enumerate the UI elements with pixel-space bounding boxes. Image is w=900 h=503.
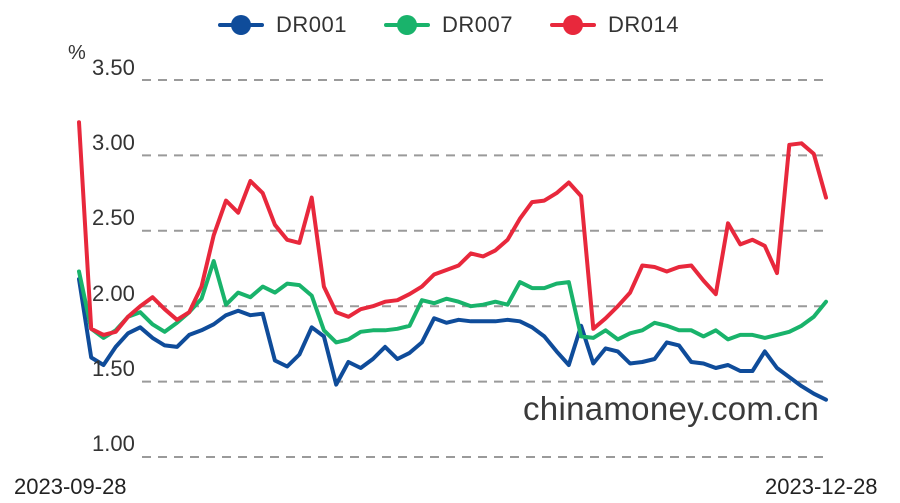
x-end-label: 2023-12-28 <box>765 474 878 499</box>
legend-item-dr001[interactable]: DR001 <box>218 8 347 42</box>
legend-item-dr014[interactable]: DR014 <box>550 8 679 42</box>
x-start-label: 2023-09-28 <box>14 474 127 499</box>
series-lines <box>77 120 828 402</box>
legend-dot <box>231 15 251 35</box>
y-tick-label: 3.50 <box>92 55 135 80</box>
legend-marker-dr014 <box>550 8 596 42</box>
y-tick-label: 3.00 <box>92 130 135 155</box>
legend-label-dr001: DR001 <box>276 12 347 37</box>
legend-dot <box>397 15 417 35</box>
y-tick-label: 2.50 <box>92 205 135 230</box>
series-line-dr007 <box>77 259 828 345</box>
legend-label-dr007: DR007 <box>442 12 513 37</box>
watermark: chinamoney.com.cn <box>523 390 820 427</box>
legend-dot <box>563 15 583 35</box>
y-tick-label: 2.00 <box>92 281 135 306</box>
y-tick-label: 1.00 <box>92 431 135 456</box>
legend: DR001 DR007 DR014 <box>0 8 900 42</box>
series-line-dr001 <box>77 277 828 402</box>
y-tick-label: 1.50 <box>92 356 135 381</box>
y-unit-label: % <box>68 42 86 64</box>
legend-marker-dr007 <box>384 8 430 42</box>
legend-marker-dr001 <box>218 8 264 42</box>
legend-item-dr007[interactable]: DR007 <box>384 8 513 42</box>
legend-label-dr014: DR014 <box>608 12 679 37</box>
series-line-dr014 <box>77 120 828 337</box>
